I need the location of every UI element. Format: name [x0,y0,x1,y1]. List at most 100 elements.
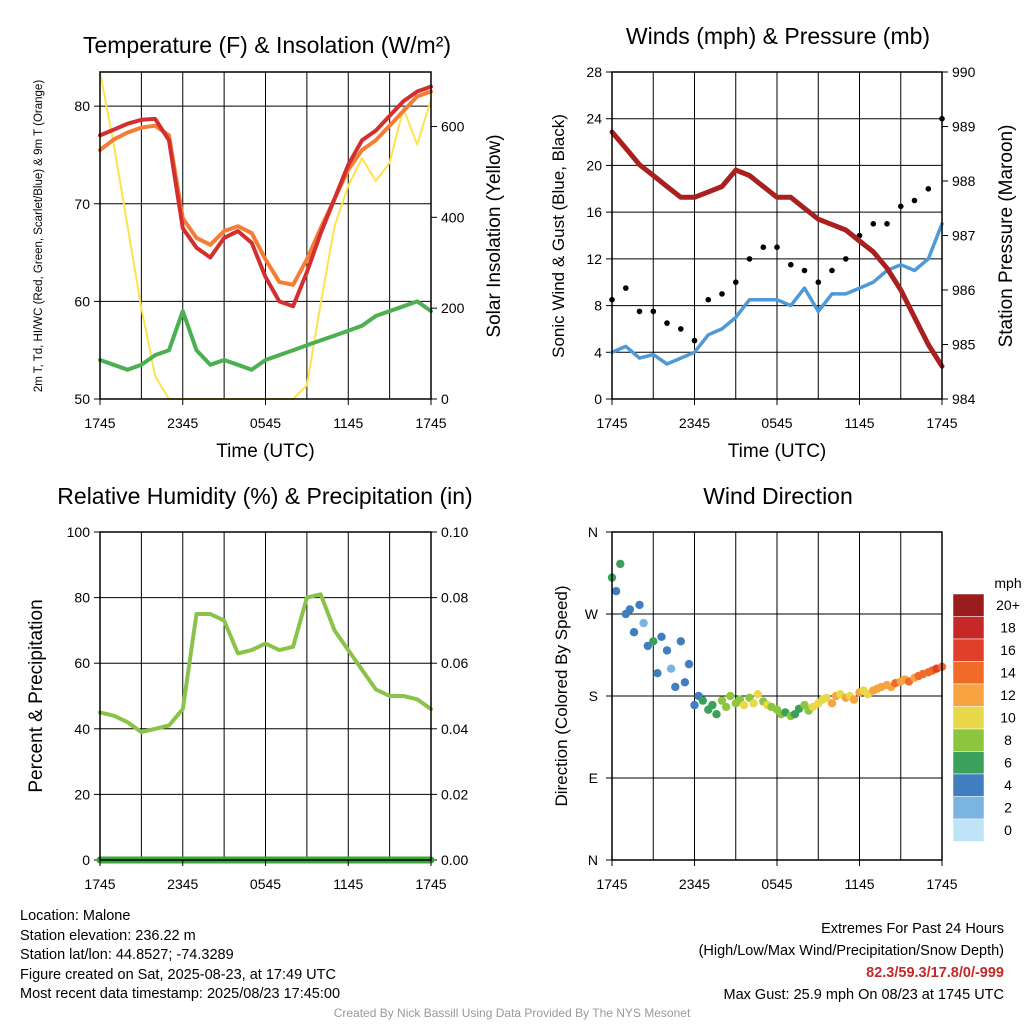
extremes-values: 82.3/59.3/17.8/0/-999 [866,965,1004,981]
temp-9m-line [98,89,433,287]
x-tick-label: 1145 [333,415,363,431]
colorbar-label: 14 [1000,665,1016,681]
y-tick-label: 20 [74,786,90,802]
direction-point [662,646,672,655]
y-tick-label: 80 [74,98,90,114]
direction-point [822,693,831,702]
chart-title: Temperature (F) & Insolation (W/m²) [83,32,451,58]
y-axis-title: Direction (Colored By Speed) [552,585,571,806]
colorbar-label: 16 [1000,642,1016,658]
colorbar-title: mph [994,575,1021,591]
y-axis-title: Sonic Wind & Gust (Blue, Black) [549,114,568,358]
direction-point [726,691,735,701]
direction-point [849,695,859,704]
y2-tick-label: 990 [952,64,976,80]
y-tick-label: 0 [594,391,602,407]
x-tick-label: 1145 [844,415,874,431]
colorbar-swatch [952,706,985,730]
direction-point [625,605,635,614]
created-text: Figure created on Sat, 2025-08-23, at 17… [20,966,336,983]
colorbar-swatch [952,818,985,842]
y-axis-title: Percent & Precipitation [26,599,47,792]
colorbar-label: 12 [1000,687,1016,703]
gust-point [719,291,725,297]
colorbar-swatch [952,796,985,820]
x-tick-label: 2345 [679,415,710,431]
credit-text: Created By Nick Bassill Using Data Provi… [333,1006,691,1020]
direction-point [653,669,662,678]
direction-point [676,637,685,646]
direction-point [639,618,648,628]
colorbar-label: 20+ [996,597,1020,613]
y-tick-label: E [589,770,598,786]
x-tick-label: 1745 [84,415,115,431]
y2-tick-label: 0.06 [441,655,468,671]
direction-point [657,632,666,641]
direction-point [717,696,727,705]
x-tick-label: 0545 [761,876,792,892]
y-tick-label: 20 [586,157,602,173]
y-tick-label: 16 [586,204,602,220]
y2-tick-label: 200 [441,300,465,316]
gust-point [623,285,629,291]
gust-point [911,197,918,204]
y-tick-label: N [588,524,598,540]
y2-tick-label: 0.08 [441,590,468,606]
gust-point [636,308,643,315]
gust-point [898,203,904,210]
extremes-title: Extremes For Past 24 Hours [821,921,1004,937]
y2-tick-label: 989 [952,119,976,135]
pressure-line [609,129,945,369]
x-tick-label: 1745 [926,876,957,892]
colorbar-label: 18 [1000,620,1016,636]
y2-tick-label: 0.10 [441,524,468,540]
gust-point [691,337,698,344]
gust-point [815,279,822,286]
gust-point [829,267,835,274]
colorbar-label: 10 [1000,710,1016,726]
y-tick-label: 8 [594,298,602,314]
colorbar-label: 4 [1004,777,1012,793]
colorbar-swatch [952,683,985,707]
y-tick-label: N [588,852,598,868]
elevation-text: Station elevation: 236.22 m [20,927,196,944]
x-axis-title: Time (UTC) [216,441,315,462]
y-tick-label: 28 [586,64,602,80]
y-tick-label: S [589,688,598,704]
temp-2m-line [98,84,433,309]
gust-point [774,244,780,250]
y2-axis-title: Solar Insolation (Yellow) [484,134,505,337]
x-tick-label: 2345 [679,876,710,892]
gust-point [884,221,890,227]
x-tick-label: 1745 [926,415,957,431]
x-tick-label: 2345 [167,415,198,431]
y-tick-label: 40 [74,721,90,737]
x-tick-label: 0545 [761,415,792,431]
humidity-line [98,592,433,735]
y2-tick-label: 985 [952,337,976,353]
max-gust-text: Max Gust: 25.9 mph On 08/23 at 1745 UTC [723,987,1004,1003]
y-tick-label: 70 [74,196,90,212]
y-tick-label: 60 [74,655,90,671]
gust-point [760,244,767,250]
x-tick-label: 1745 [596,876,627,892]
y-tick-label: 24 [586,111,602,127]
direction-point [739,700,749,710]
y2-tick-label: 987 [952,228,976,244]
recent-text: Most recent data timestamp: 2025/08/23 1… [20,986,341,1002]
dewpoint-line [98,299,433,372]
extremes-info: Extremes For Past 24 Hours (High/Low/Max… [699,918,1004,1006]
location-text: Location: Malone [20,908,131,924]
direction-point [712,710,721,719]
direction-point [611,587,621,596]
y-tick-label: 80 [74,590,90,606]
y-tick-label: 50 [74,391,90,407]
colorbar-swatch [952,751,985,775]
colorbar-label: 8 [1004,732,1012,748]
y2-tick-label: 988 [952,173,976,189]
x-tick-label: 1745 [415,415,446,431]
station-info: Location: Malone Station elevation: 236.… [20,907,340,1005]
y-tick-label: W [585,606,599,622]
y2-tick-label: 0.00 [441,852,468,868]
direction-point [827,699,837,708]
